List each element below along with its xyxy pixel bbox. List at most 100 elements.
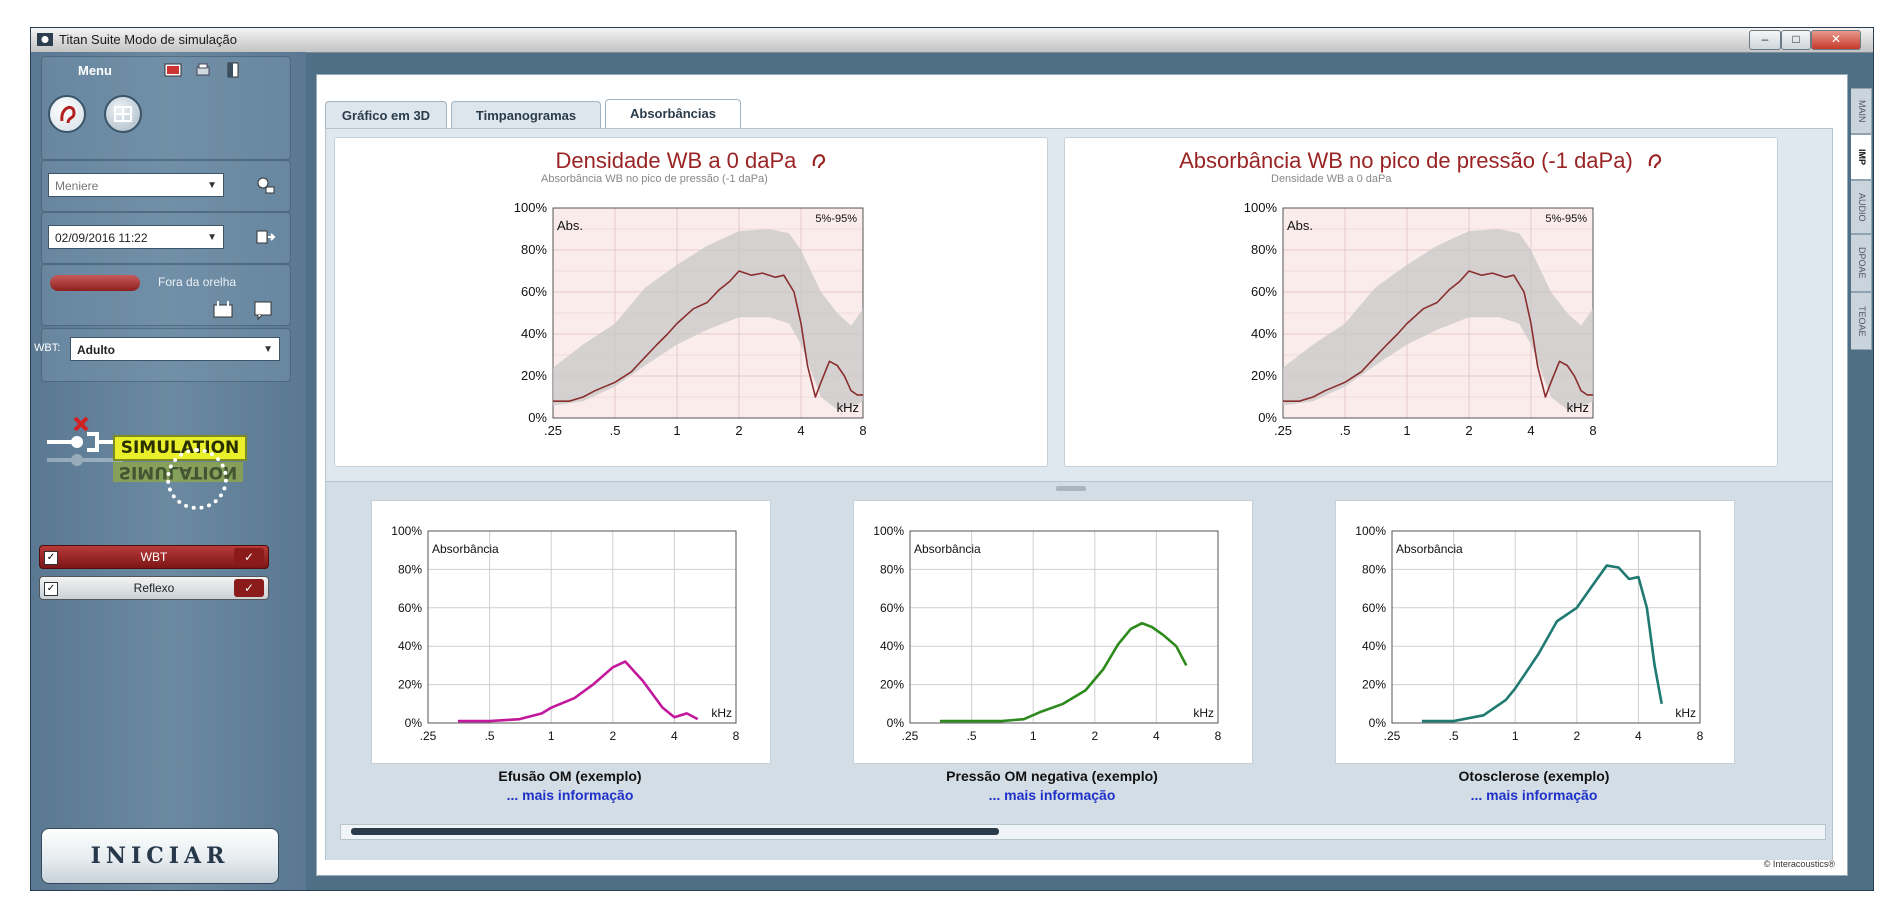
side-tab-imp[interactable]: IMP: [1851, 134, 1872, 180]
y-axis-label: Absorbância: [432, 542, 499, 556]
more-info-link[interactable]: ... mais informação: [988, 787, 1116, 803]
plot-frame: [1391, 530, 1701, 724]
chart-title: Densidade WB a 0 daPa: [335, 148, 1047, 174]
close-button[interactable]: ✕: [1811, 30, 1861, 50]
y-tick-label: 60%: [1251, 284, 1277, 299]
y-tick-label: 100%: [873, 524, 904, 538]
x-tick-label: .25: [902, 729, 919, 743]
example-chart-card: 0% 20% 40% 60% 80% 100% .25 .5 1 2 4 8 Absorbância kH…: [1335, 500, 1735, 764]
chevron-down-icon: ▼: [263, 344, 273, 355]
probe-status-bar: [50, 275, 140, 291]
start-button[interactable]: INICIAR: [41, 828, 279, 884]
ear-side-button[interactable]: [48, 95, 86, 133]
y-tick-label: 20%: [880, 678, 904, 692]
menu-button[interactable]: Menu: [78, 63, 112, 78]
chevron-down-icon: ▼: [207, 232, 217, 243]
x-axis-label: kHz: [837, 400, 859, 415]
side-tab-dpoae[interactable]: DPOAE: [1851, 234, 1872, 292]
protocol-settings-icon[interactable]: [254, 174, 276, 196]
tab-absorbances[interactable]: Absorbâncias: [605, 99, 741, 129]
view-toggle-button[interactable]: [104, 95, 142, 133]
side-tab-teoae[interactable]: TEOAE: [1851, 292, 1872, 350]
horizontal-scrollbar[interactable]: [340, 824, 1826, 840]
busy-indicator-icon: [166, 448, 228, 510]
side-tab-main[interactable]: MAIN: [1851, 88, 1872, 134]
minimize-button[interactable]: –: [1749, 30, 1781, 50]
density-chart: 0% 20% 40% 60% 80% 100% .25 .5 1 2 4 8 Abs. kHz 5%-95%: [514, 200, 867, 438]
more-info-link[interactable]: ... mais informação: [506, 787, 634, 803]
test-wbt-button[interactable]: ✓ WBT ✓: [39, 545, 269, 569]
y-tick-label: 100%: [391, 524, 422, 538]
protocol-section: Meniere ▼: [41, 160, 291, 212]
x-tick-label: .25: [420, 729, 437, 743]
protocol-select[interactable]: Meniere ▼: [48, 173, 224, 197]
x-tick-label: 8: [1589, 423, 1596, 438]
x-axis-label: kHz: [1567, 400, 1589, 415]
right-ear-icon: [60, 105, 76, 124]
chart-card-peak-pressure: Absorbância WB no pico de pressão (-1 da…: [1064, 137, 1778, 467]
x-tick-label: 8: [859, 423, 866, 438]
more-info-link[interactable]: ... mais informação: [1470, 787, 1598, 803]
test-reflex-button[interactable]: ✓ Reflexo ✓: [39, 576, 269, 600]
tab-tympanograms[interactable]: Timpanogramas: [451, 101, 601, 129]
window-title: Titan Suite Modo de simulação: [59, 32, 238, 47]
y-tick-label: 40%: [521, 326, 547, 341]
example-negative-pressure: 0% 20% 40% 60% 80% 100% .25 .5 1 2 4 8 Absorbância kH…: [853, 500, 1253, 803]
scrollbar-thumb[interactable]: [351, 828, 999, 835]
session-browse-icon[interactable]: [254, 226, 276, 248]
y-tick-label: 80%: [521, 242, 547, 257]
x-tick-label: 1: [673, 423, 680, 438]
x-tick-label: 8: [1697, 729, 1704, 743]
y-tick-label: 60%: [521, 284, 547, 299]
exit-icon[interactable]: [224, 61, 242, 79]
title-bar[interactable]: Titan Suite Modo de simulação – □ ✕: [31, 28, 1873, 53]
y-tick-label: 20%: [1251, 368, 1277, 383]
right-ear-icon: [812, 154, 825, 169]
wbt-type-value: Adulto: [77, 343, 115, 357]
app-icon: [37, 33, 53, 46]
chart-title-text: Densidade WB a 0 daPa: [555, 148, 797, 173]
tab-3d-graph[interactable]: Gráfico em 3D: [325, 101, 447, 129]
calibration-icon[interactable]: [212, 299, 234, 321]
example-chart-card: 0% 20% 40% 60% 80% 100% .25 .5 1 2 4 8 Absorbância kH…: [853, 500, 1253, 764]
series-line: [1421, 564, 1663, 723]
chart-card-density: Densidade WB a 0 daPa Absorbância WB no …: [334, 137, 1048, 467]
legend-label: 5%-95%: [815, 213, 857, 225]
x-tick-label: .5: [1449, 729, 1459, 743]
y-tick-label: 100%: [1355, 524, 1386, 538]
checkbox-icon[interactable]: ✓: [44, 582, 58, 596]
x-tick-label: 4: [797, 423, 804, 438]
x-tick-label: 4: [1527, 423, 1534, 438]
test-reflex-label: Reflexo: [133, 581, 175, 595]
y-tick-label: 20%: [398, 678, 422, 692]
y-axis-label: Absorbância: [914, 542, 981, 556]
x-axis-label: kHz: [711, 706, 732, 720]
record-icon[interactable]: [164, 61, 182, 79]
chart-title: Absorbância WB no pico de pressão (-1 da…: [1065, 148, 1777, 174]
x-tick-label: 2: [735, 423, 742, 438]
session-select[interactable]: 02/09/2016 11:22 ▼: [48, 225, 224, 249]
examples-region: 0% 20% 40% 60% 80% 100% .25.5 1 2 4 8 Absorbância kH…: [326, 481, 1832, 860]
x-tick-label: 2: [1573, 729, 1580, 743]
maximize-button[interactable]: □: [1781, 30, 1811, 50]
right-ear-icon: [1648, 154, 1662, 169]
wbt-type-select[interactable]: Adulto ▼: [70, 337, 280, 361]
splitter-handle[interactable]: [1056, 486, 1086, 491]
series-line: [553, 270, 863, 402]
checkbox-icon[interactable]: ✓: [44, 551, 58, 565]
norm-band-area: [1283, 229, 1593, 410]
example-caption: Otosclerose (exemplo): [1458, 768, 1610, 784]
y-axis-label: Abs.: [557, 218, 583, 233]
x-tick-label: 1: [1030, 729, 1037, 743]
plot-frame: [427, 530, 737, 724]
plot-frame: [909, 530, 1219, 724]
example-effusion: 0% 20% 40% 60% 80% 100% .25 .5 1 2 4 8 Absorbância kH…: [371, 500, 771, 803]
y-tick-label: 40%: [1251, 326, 1277, 341]
y-axis-label: Abs.: [1287, 218, 1313, 233]
series-line: [1283, 270, 1593, 402]
print-icon[interactable]: [194, 61, 212, 79]
negative-pressure-chart: 0% 20% 40% 60% 80% 100% .25 .5 1 2 4 8 Absorbância kH…: [873, 524, 1221, 743]
example-caption: Efusão OM (exemplo): [498, 768, 642, 784]
notes-icon[interactable]: [252, 299, 274, 321]
side-tab-audio[interactable]: AUDIO: [1851, 180, 1872, 234]
